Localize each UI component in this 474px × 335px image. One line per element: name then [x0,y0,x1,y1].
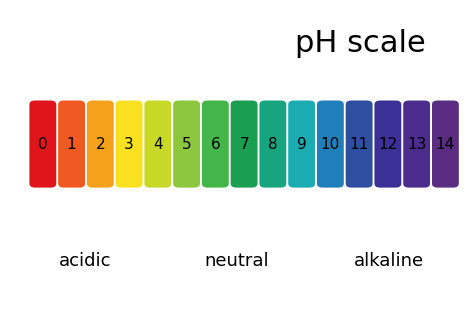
Text: 0: 0 [38,137,47,151]
FancyBboxPatch shape [173,100,200,188]
FancyBboxPatch shape [29,100,56,188]
FancyBboxPatch shape [87,100,114,188]
Text: alkaline: alkaline [354,252,424,270]
Text: 8: 8 [268,137,278,151]
Text: 6: 6 [210,137,220,151]
Text: 4: 4 [153,137,163,151]
Text: 12: 12 [378,137,398,151]
FancyBboxPatch shape [374,100,401,188]
FancyBboxPatch shape [116,100,143,188]
FancyBboxPatch shape [58,100,85,188]
Text: acidic: acidic [59,252,111,270]
Text: neutral: neutral [205,252,269,270]
Text: 3: 3 [124,137,134,151]
Text: pH scale: pH scale [295,29,426,58]
Text: 11: 11 [349,137,369,151]
FancyBboxPatch shape [288,100,315,188]
FancyBboxPatch shape [145,100,171,188]
Text: 7: 7 [239,137,249,151]
FancyBboxPatch shape [346,100,373,188]
FancyBboxPatch shape [432,100,459,188]
Text: 5: 5 [182,137,191,151]
FancyBboxPatch shape [403,100,430,188]
Text: 13: 13 [407,137,426,151]
FancyBboxPatch shape [231,100,257,188]
Text: 2: 2 [96,137,105,151]
Text: 1: 1 [67,137,76,151]
FancyBboxPatch shape [317,100,344,188]
FancyBboxPatch shape [202,100,229,188]
Text: 14: 14 [436,137,455,151]
Text: 10: 10 [321,137,340,151]
Text: 9: 9 [297,137,307,151]
FancyBboxPatch shape [259,100,286,188]
